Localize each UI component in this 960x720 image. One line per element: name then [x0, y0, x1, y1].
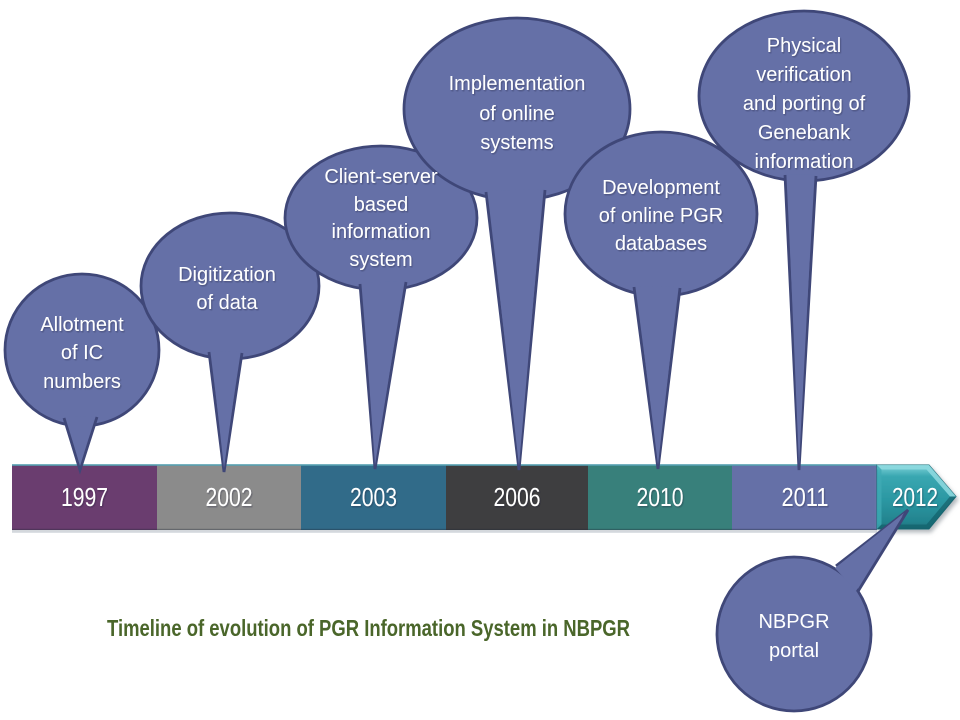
svg-text:of IC: of IC [61, 342, 103, 364]
svg-text:portal: portal [769, 640, 819, 662]
svg-text:Physical: Physical [767, 35, 841, 57]
svg-text:information: information [755, 151, 854, 173]
svg-text:Implementation: Implementation [449, 73, 586, 95]
svg-text:Development: Development [602, 177, 720, 199]
svg-text:Allotment: Allotment [40, 314, 124, 336]
svg-text:1997: 1997 [61, 482, 108, 512]
svg-text:of online: of online [479, 103, 555, 125]
svg-text:systems: systems [480, 132, 553, 154]
svg-text:verification: verification [756, 64, 852, 86]
svg-text:information: information [332, 221, 431, 243]
svg-text:based: based [354, 194, 409, 216]
svg-text:NBPGR: NBPGR [758, 611, 829, 633]
svg-text:of data: of data [196, 292, 258, 314]
svg-text:Digitization: Digitization [178, 264, 276, 286]
svg-text:2002: 2002 [206, 482, 253, 512]
svg-text:databases: databases [615, 233, 707, 255]
svg-text:numbers: numbers [43, 371, 121, 393]
svg-text:Timeline of evolution of PGR I: Timeline of evolution of PGR Information… [107, 615, 630, 641]
svg-text:2011: 2011 [782, 482, 829, 512]
svg-text:of online PGR: of online PGR [599, 205, 724, 227]
svg-text:2012: 2012 [892, 482, 938, 512]
svg-text:Genebank: Genebank [758, 122, 851, 144]
svg-text:2006: 2006 [494, 482, 541, 512]
svg-text:and porting of: and porting of [743, 93, 866, 115]
svg-text:system: system [349, 249, 412, 271]
svg-text:2010: 2010 [637, 482, 684, 512]
svg-text:2003: 2003 [350, 482, 397, 512]
svg-text:Client-server: Client-server [324, 166, 438, 188]
